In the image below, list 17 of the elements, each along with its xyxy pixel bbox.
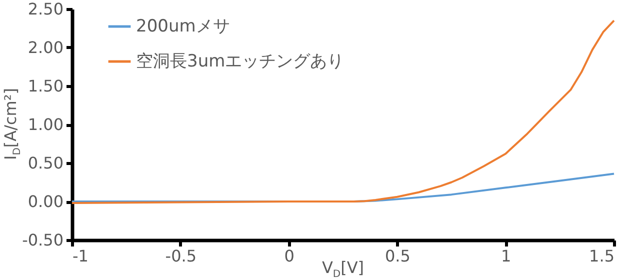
y-tick-label: 0.00 bbox=[28, 192, 64, 211]
x-tick-label: -0.5 bbox=[165, 246, 197, 266]
x-axis-title: V$_{D}$[V] bbox=[322, 258, 364, 280]
y-tick-label: 0.50 bbox=[28, 154, 64, 172]
x-tick-label: 0.5 bbox=[384, 246, 410, 266]
x-tick-label: 1.5 bbox=[589, 246, 614, 266]
y-tick-label: 2.50 bbox=[28, 0, 64, 18]
y-tick-label: -0.50 bbox=[22, 230, 64, 250]
y-tick-label: 1.50 bbox=[28, 76, 64, 96]
legend-label: 200umメサ bbox=[136, 16, 230, 36]
legend-label: 空洞長3umエッチングあり bbox=[136, 52, 344, 72]
x-tick-label: -1 bbox=[72, 246, 88, 266]
x-tick-label: 1 bbox=[501, 246, 512, 266]
x-tick-label: 0 bbox=[284, 246, 294, 266]
y-tick-label: 2.00 bbox=[28, 38, 64, 57]
line-series bbox=[71, 20, 615, 204]
y-tick-label: 1.00 bbox=[28, 115, 64, 134]
